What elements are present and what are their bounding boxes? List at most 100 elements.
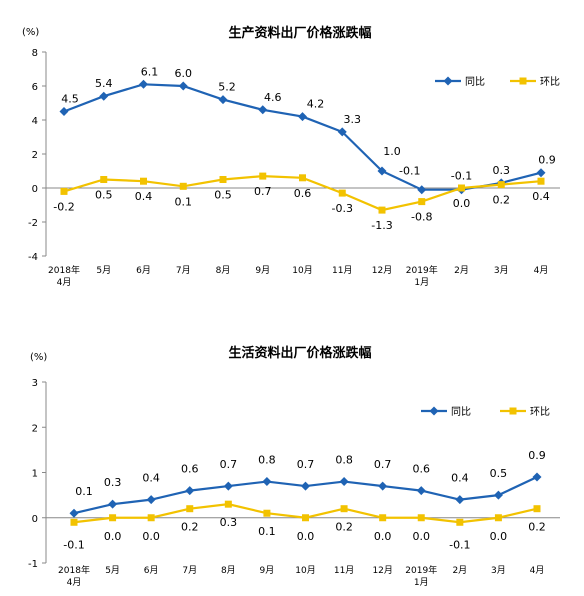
- data-point-mom: [70, 518, 78, 526]
- data-label-yoy: 0.3: [104, 476, 122, 489]
- data-label-mom: 0.3: [220, 516, 238, 529]
- data-label-yoy: 5.4: [95, 77, 113, 90]
- x-tick-label: 12月: [372, 565, 392, 576]
- data-point-mom: [302, 514, 309, 522]
- data-label-yoy: 4.5: [61, 93, 79, 106]
- x-tick-label: 2018年: [58, 564, 90, 576]
- data-label-mom: 0.0: [142, 530, 160, 543]
- data-point-yoy: [298, 112, 307, 122]
- x-tick-label: 2018年: [48, 264, 80, 276]
- data-point-yoy: [108, 499, 118, 509]
- data-point-yoy: [455, 495, 465, 505]
- legend-label: 环比: [530, 406, 550, 418]
- data-label-mom: 0.5: [214, 189, 232, 202]
- data-point-mom: [147, 514, 155, 522]
- x-tick-label: 2019年: [405, 564, 437, 576]
- data-label-mom: 0.2: [181, 521, 199, 534]
- data-label-yoy: 1.0: [383, 145, 401, 158]
- data-point-mom: [497, 181, 505, 189]
- y-tick-label: 4: [32, 116, 38, 127]
- x-tick-label: 10月: [292, 265, 312, 276]
- data-label-mom: 0.2: [335, 521, 353, 534]
- data-label-mom: -0.8: [411, 211, 432, 224]
- x-tick-label: 11月: [332, 265, 352, 276]
- data-point-yoy: [417, 185, 427, 195]
- data-point-mom: [456, 518, 464, 526]
- data-label-yoy: 0.9: [538, 154, 556, 167]
- data-label-yoy: 4.2: [307, 98, 325, 111]
- data-point-mom: [109, 514, 117, 522]
- legend-marker: [443, 76, 453, 86]
- x-tick-label: 4月: [67, 577, 82, 588]
- y-tick-label: 0: [32, 514, 38, 525]
- data-point-mom: [418, 198, 426, 206]
- data-point-mom: [100, 176, 108, 183]
- data-point-yoy: [178, 81, 188, 91]
- y-tick-label: -1: [28, 559, 38, 570]
- data-label-mom: 0.5: [95, 189, 113, 202]
- data-point-yoy: [218, 95, 228, 105]
- data-label-mom: 0.1: [175, 195, 193, 208]
- data-label-mom: 0.6: [294, 187, 312, 200]
- data-label-mom: 0.0: [490, 530, 508, 543]
- data-label-mom: 0.0: [453, 197, 471, 210]
- data-label-mom: 0.4: [135, 190, 153, 203]
- legend-label: 同比: [451, 406, 471, 418]
- data-point-yoy: [59, 107, 69, 116]
- data-point-yoy: [99, 91, 109, 101]
- data-point-mom: [186, 505, 194, 513]
- data-point-yoy: [139, 79, 148, 89]
- data-label-mom: -0.1: [63, 538, 84, 551]
- data-point-yoy: [536, 168, 546, 178]
- data-label-mom: 0.0: [297, 530, 315, 543]
- x-tick-label: 1月: [414, 577, 429, 588]
- data-label-yoy: 0.7: [220, 458, 238, 471]
- x-tick-label: 7月: [182, 565, 197, 576]
- data-point-yoy: [258, 105, 268, 115]
- data-point-mom: [259, 172, 267, 180]
- data-label-mom: 0.2: [493, 194, 511, 207]
- data-point-yoy: [493, 490, 503, 500]
- data-label-yoy: 0.9: [528, 449, 546, 462]
- y-tick-label: -4: [28, 252, 38, 263]
- data-label-yoy: 0.7: [297, 458, 315, 471]
- data-label-yoy: 0.7: [374, 458, 392, 471]
- x-tick-label: 9月: [255, 265, 270, 276]
- x-tick-label: 2月: [452, 565, 467, 576]
- x-tick-label: 7月: [176, 265, 191, 276]
- data-point-yoy: [69, 508, 79, 518]
- data-label-mom: 0.0: [413, 530, 431, 543]
- data-label-yoy: 6.0: [175, 67, 193, 80]
- chart1-y-unit: (%): [22, 27, 39, 38]
- y-tick-label: 2: [32, 423, 38, 434]
- data-point-yoy: [301, 481, 310, 491]
- x-tick-label: 4月: [57, 277, 72, 288]
- data-point-mom: [417, 514, 425, 522]
- data-label-yoy: -0.1: [451, 170, 472, 183]
- data-point-yoy: [377, 166, 387, 176]
- x-tick-label: 11月: [334, 565, 354, 576]
- y-tick-label: 8: [32, 48, 38, 59]
- data-label-mom: -0.2: [53, 200, 74, 213]
- x-tick-label: 8月: [216, 265, 231, 276]
- data-point-mom: [378, 206, 386, 214]
- data-label-yoy: 0.8: [335, 454, 353, 467]
- data-label-mom: -1.3: [371, 219, 392, 232]
- x-tick-label: 5月: [105, 565, 120, 576]
- y-tick-label: 2: [32, 150, 38, 161]
- data-point-mom: [537, 177, 545, 185]
- data-label-yoy: 5.2: [218, 81, 236, 94]
- data-point-mom: [219, 176, 227, 183]
- data-point-yoy: [223, 481, 233, 491]
- data-label-yoy: 0.8: [258, 454, 276, 467]
- x-tick-label: 1月: [414, 277, 429, 288]
- chart2-y-unit: (%): [30, 352, 47, 363]
- y-tick-label: -2: [28, 218, 38, 229]
- data-label-yoy: 0.4: [142, 472, 160, 485]
- data-label-yoy: 3.3: [344, 113, 362, 126]
- data-label-yoy: 0.5: [490, 467, 508, 480]
- data-label-mom: 0.1: [258, 525, 276, 538]
- y-tick-label: 0: [32, 184, 38, 195]
